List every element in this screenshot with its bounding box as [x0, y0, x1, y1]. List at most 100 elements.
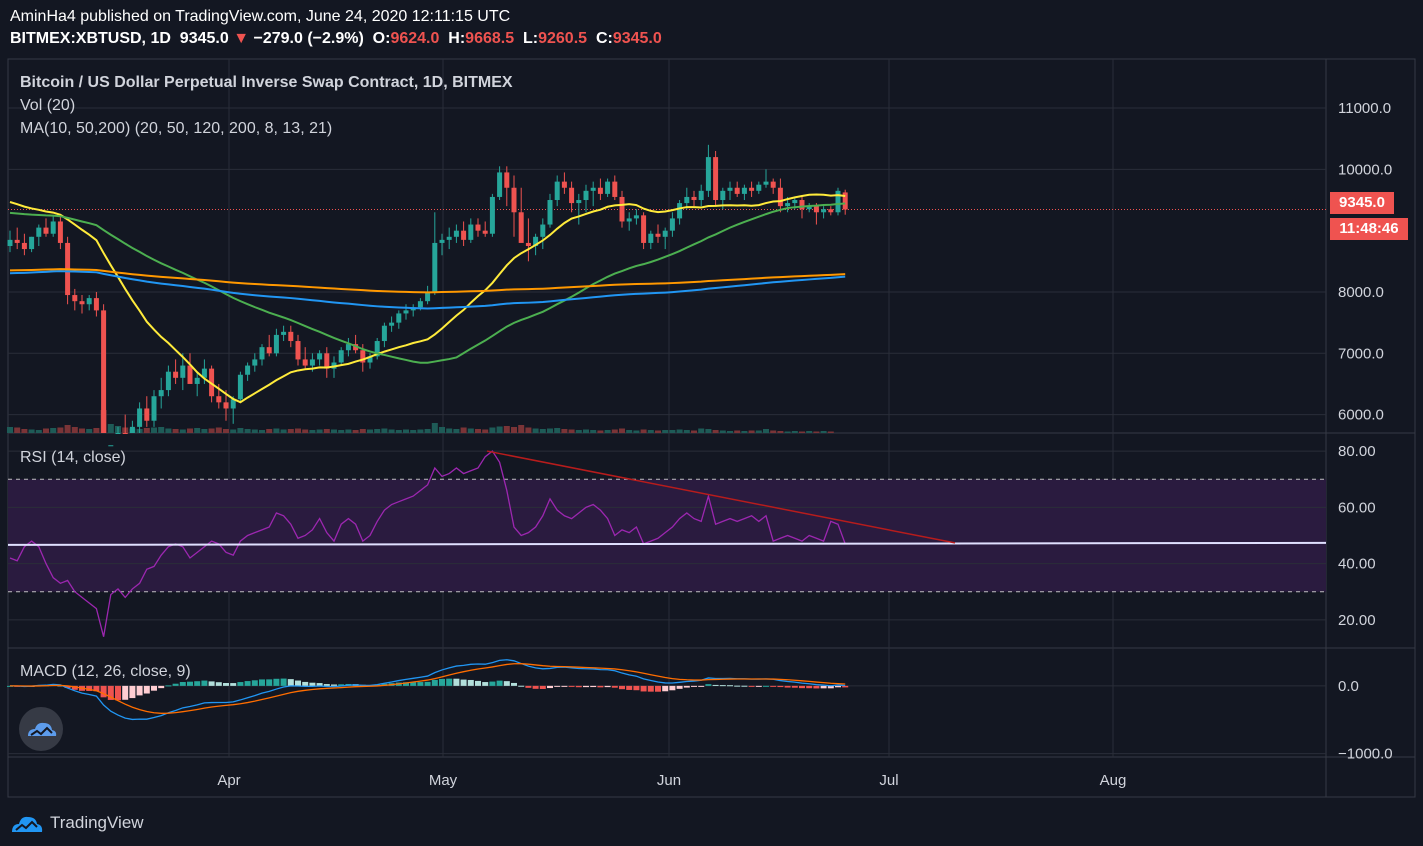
candle-body	[504, 172, 510, 188]
volume-bar	[827, 431, 834, 433]
volume-bar	[561, 429, 568, 433]
price-tick-label: 7000.0	[1338, 345, 1384, 362]
volume-bar	[259, 430, 265, 433]
macd-histogram-bar	[676, 685, 683, 689]
volume-bar	[784, 431, 791, 433]
macd-histogram-bar	[777, 685, 784, 688]
macd-histogram-bar	[151, 685, 157, 691]
volume-bar	[208, 428, 215, 433]
close-label: C:	[595, 30, 613, 47]
macd-histogram-bar	[143, 685, 150, 694]
macd-histogram-bar	[431, 679, 438, 686]
candle-body	[137, 408, 143, 427]
candle-body	[576, 200, 582, 204]
volume-bar	[647, 430, 654, 433]
macd-histogram-bar	[525, 685, 532, 688]
macd-histogram-bar	[691, 685, 697, 687]
support-line	[7, 541, 1327, 546]
candle-body	[29, 236, 35, 250]
macd-histogram-bar	[208, 681, 215, 686]
candle-body	[57, 221, 63, 243]
tradingview-badge[interactable]	[19, 707, 63, 751]
volume-bar	[79, 428, 85, 433]
candle-body	[201, 368, 207, 378]
macd-histogram-bar	[86, 685, 93, 691]
volume-bar	[215, 427, 222, 433]
volume-bar	[93, 428, 100, 433]
low-label: L:	[523, 30, 539, 47]
grid-lines	[8, 59, 1326, 757]
macd-histogram-bar	[547, 685, 553, 689]
macd-histogram-bar	[223, 683, 229, 686]
candle-body	[360, 350, 366, 363]
volume-bar	[583, 429, 589, 433]
volume-bar	[151, 427, 157, 433]
candles[interactable]	[7, 144, 848, 447]
macd-histogram-bar	[770, 685, 777, 687]
macd-histogram-bar	[316, 683, 323, 686]
macd-histogram-bar	[323, 684, 330, 686]
volume-bar	[511, 427, 517, 433]
macd-histogram-bar	[417, 682, 424, 686]
volume-bar	[712, 430, 719, 433]
volume-bar	[424, 429, 431, 433]
volume-bar	[475, 429, 481, 433]
candle-body	[72, 295, 78, 302]
macd-histogram-bar	[172, 683, 179, 686]
x-tick-label: Jul	[879, 772, 898, 789]
footer-brand: TradingView	[50, 813, 144, 832]
volume-bar	[323, 429, 330, 433]
macd-histogram-bar	[467, 679, 474, 686]
macd-histogram-bar	[662, 685, 669, 692]
macd-histogram-bar	[309, 682, 316, 686]
volume-bar	[482, 429, 489, 433]
volume-bar	[14, 427, 21, 433]
volume-bar	[741, 431, 748, 433]
candle-body	[785, 203, 791, 207]
volume-bar	[460, 427, 467, 433]
price-tick-label: 10000.0	[1338, 161, 1392, 178]
rsi-tick-label: 60.00	[1338, 499, 1376, 516]
candle-body	[288, 331, 294, 342]
macd-histogram-bar	[655, 685, 661, 692]
macd-histogram-bar	[727, 685, 733, 687]
volume-bar	[331, 429, 337, 433]
macd-histogram-bar	[453, 678, 460, 686]
macd-histogram-bar	[460, 679, 467, 686]
candle-body	[115, 433, 121, 434]
candle-body	[14, 239, 20, 243]
macd-histogram-bar	[475, 680, 481, 686]
volume-bar	[86, 429, 93, 433]
candle-body	[792, 200, 798, 204]
candle-body	[525, 242, 531, 246]
volume-bar	[669, 430, 676, 433]
volume-bar	[410, 430, 417, 433]
candle-body	[245, 365, 251, 375]
volume-bar	[374, 429, 381, 433]
volume-bar	[158, 427, 165, 433]
candle-body	[684, 196, 690, 204]
macd-histogram-bar	[136, 685, 143, 696]
candle-body	[79, 301, 85, 305]
candle-body	[806, 206, 812, 210]
candle-body	[734, 187, 740, 194]
candle-body	[144, 408, 150, 421]
footer-logo[interactable]: TradingView	[10, 808, 144, 838]
candle-body	[749, 187, 755, 191]
volume-bar	[554, 428, 561, 433]
macd-histogram-bar	[403, 682, 409, 686]
volume-bar	[403, 429, 409, 433]
volume-bar	[107, 424, 114, 433]
macd-histogram-bar	[539, 685, 546, 689]
macd-histogram-bar	[640, 685, 647, 692]
candle-body	[518, 212, 524, 243]
volume-bar	[165, 428, 172, 433]
macd-histogram-bar	[287, 679, 294, 686]
rsi-label: RSI (14, close)	[20, 449, 126, 466]
volume-bar	[230, 429, 237, 433]
candle-body	[381, 325, 387, 342]
macd-histogram-bar	[280, 678, 287, 686]
timer-tag: 11:48:46	[1330, 218, 1408, 240]
volume-bar	[525, 427, 532, 433]
